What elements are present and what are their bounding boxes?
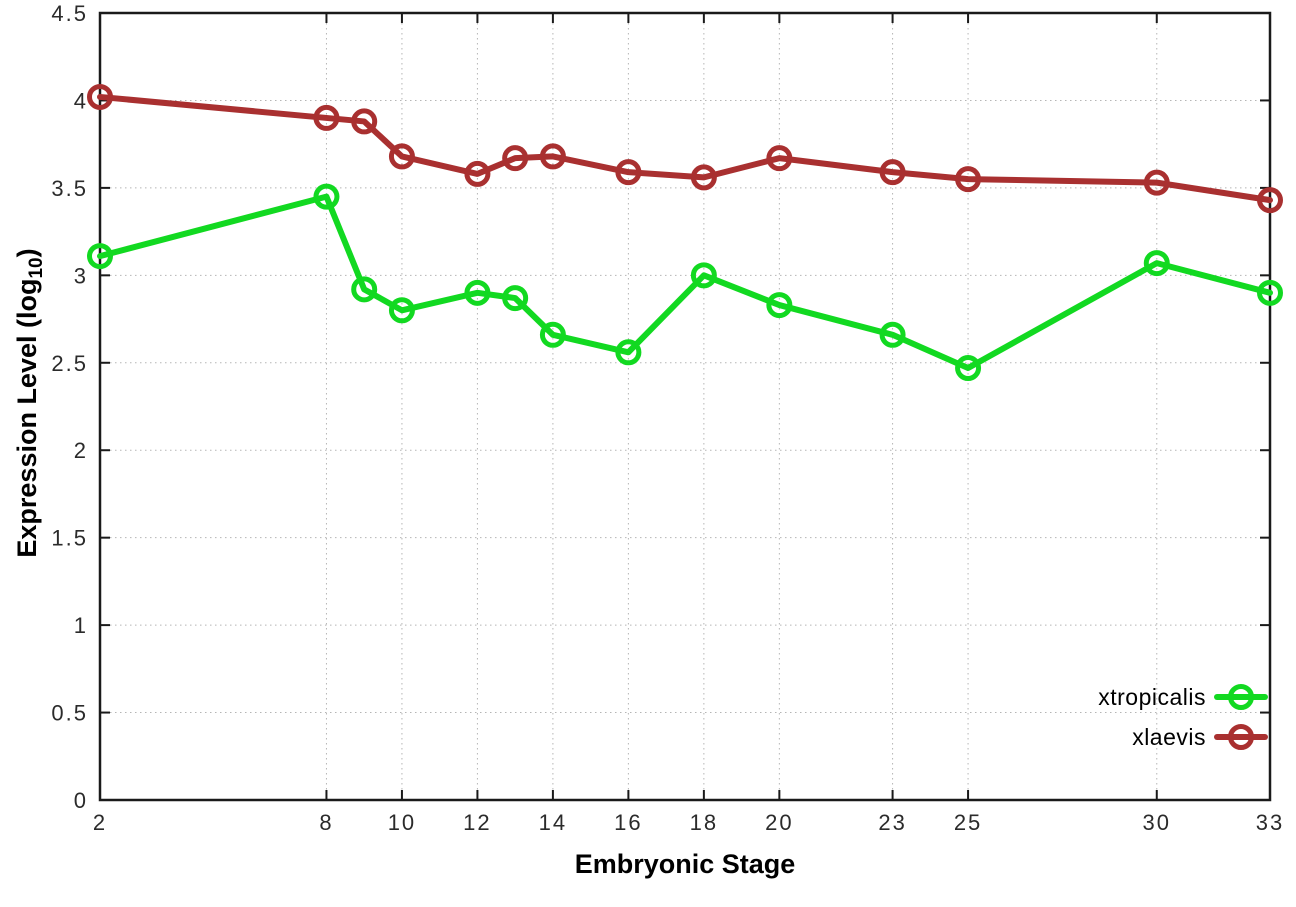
data-point-xlaevis: [351, 108, 378, 135]
x-tick-label: 14: [539, 810, 567, 835]
y-tick-label: 2.5: [51, 351, 88, 376]
data-point-xlaevis: [388, 143, 415, 170]
data-point-xtropicalis: [766, 292, 793, 319]
x-tick-label: 30: [1143, 810, 1171, 835]
y-axis-title-subscript: 10: [26, 257, 47, 279]
data-point-xtropicalis: [87, 243, 113, 270]
x-tick-label: 25: [954, 810, 982, 835]
y-tick-label: 0: [74, 788, 88, 813]
x-tick-label: 16: [614, 810, 642, 835]
x-tick-label: 2: [93, 810, 107, 835]
y-tick-label: 1: [74, 613, 88, 638]
data-point-xlaevis: [766, 145, 793, 172]
data-point-xtropicalis: [351, 276, 378, 303]
y-tick-label: 3: [74, 263, 88, 288]
data-point-xlaevis: [1143, 169, 1170, 196]
y-tick-label: 0.5: [51, 701, 88, 726]
data-point-xtropicalis: [539, 321, 566, 348]
data-point-xlaevis: [464, 160, 491, 187]
data-point-xtropicalis: [313, 183, 340, 210]
legend-entry-xlaevis: xlaevis: [1132, 718, 1268, 756]
legend-label-xtropicalis: xtropicalis: [1098, 683, 1206, 710]
data-point-xlaevis: [539, 143, 566, 170]
legend-label-xlaevis: xlaevis: [1132, 723, 1206, 750]
data-point-xlaevis: [955, 166, 982, 193]
x-tick-label: 20: [765, 810, 793, 835]
data-point-xtropicalis: [879, 321, 906, 348]
legend-marker-xlaevis-icon: [1214, 724, 1268, 750]
x-tick-label: 23: [878, 810, 906, 835]
data-point-xtropicalis: [464, 279, 491, 306]
x-tick-label: 33: [1256, 810, 1284, 835]
data-point-xlaevis: [87, 83, 113, 110]
data-point-xlaevis: [502, 145, 529, 172]
series-line-xlaevis: [97, 93, 1273, 204]
data-point-xlaevis: [313, 104, 340, 131]
data-point-xlaevis: [1257, 187, 1283, 214]
y-tick-label: 1.5: [51, 526, 88, 551]
data-point-xlaevis: [690, 164, 717, 191]
data-point-xtropicalis: [1143, 250, 1170, 277]
y-tick-label: 4: [74, 88, 88, 113]
series-line-xtropicalis: [97, 193, 1273, 372]
data-point-xlaevis: [615, 159, 642, 186]
data-point-xtropicalis: [1257, 279, 1283, 306]
x-axis-title: Embryonic Stage: [574, 849, 796, 879]
y-axis-title-text: Expression Level (log: [12, 278, 42, 558]
y-axis-title-suffix: ): [12, 248, 42, 258]
y-tick-label: 3.5: [51, 176, 88, 201]
x-tick-label: 10: [388, 810, 416, 835]
legend-marker-xtropicalis-icon: [1214, 684, 1268, 710]
x-tick-label: 12: [463, 810, 491, 835]
plot-border: [98, 11, 1272, 802]
legend-marker-shape: [1228, 724, 1254, 750]
y-tick-label: 2: [74, 438, 88, 463]
legend: xtropicalis xlaevis: [1098, 678, 1268, 756]
y-axis-title: Expression Level (log10): [12, 248, 48, 557]
data-point-xtropicalis: [388, 297, 415, 324]
y-tick-label: 4.5: [51, 1, 88, 26]
data-point-xtropicalis: [502, 285, 529, 312]
data-point-xtropicalis: [690, 262, 717, 289]
legend-entry-xtropicalis: xtropicalis: [1098, 678, 1268, 716]
x-tick-label: 8: [319, 810, 333, 835]
legend-marker-shape: [1228, 684, 1254, 710]
x-tick-label: 18: [690, 810, 718, 835]
data-point-xlaevis: [879, 159, 906, 186]
data-point-xtropicalis: [615, 339, 642, 366]
data-point-xtropicalis: [955, 355, 982, 382]
